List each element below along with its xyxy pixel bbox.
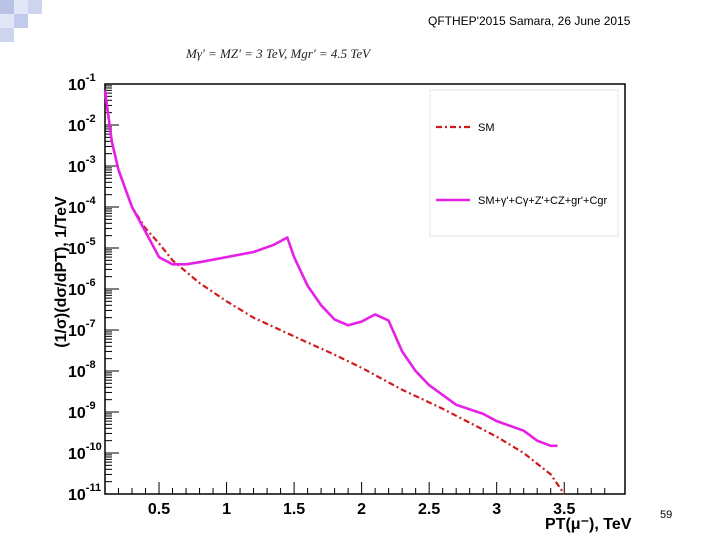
legend-box — [429, 89, 619, 237]
y-tick-exponent: -10 — [86, 441, 102, 453]
y-tick-exponent: -11 — [86, 482, 101, 494]
mass-formula: Mγ' = MZ' = 3 TeV, Mgr' = 4.5 TeV — [186, 46, 371, 61]
legend-label-1: SM+γ'+Cγ+Z'+CZ+gr'+Cgr — [478, 195, 608, 207]
x-tick-label: 1.5 — [283, 501, 305, 518]
x-axis-label: PT(μ⁻), TeV — [545, 516, 632, 533]
y-tick-label: 10-6 — [68, 277, 96, 299]
x-tick-label: 2.5 — [418, 501, 440, 518]
y-tick-label: 10-11 — [68, 482, 101, 504]
series-line-1 — [103, 90, 558, 448]
y-tick-label: 10-1 — [68, 72, 96, 94]
x-tick-label: 0.5 — [148, 501, 170, 518]
y-tick-label: 10-8 — [68, 359, 96, 381]
y-tick-label: 10-5 — [68, 236, 96, 258]
y-tick-exponent: -9 — [86, 400, 96, 412]
y-tick-exponent: -2 — [86, 113, 96, 125]
y-tick-exponent: -6 — [86, 277, 96, 289]
legend-label-0: SM — [478, 122, 495, 134]
slide-page-number: 59 — [660, 509, 673, 521]
y-tick-label: 10-4 — [68, 195, 96, 217]
y-tick-exponent: -8 — [86, 359, 96, 371]
y-tick-label: 10-2 — [68, 113, 96, 135]
y-tick-exponent: -3 — [86, 154, 96, 166]
y-tick-label: 10-3 — [68, 154, 96, 176]
y-tick-label: 10-10 — [68, 441, 102, 463]
y-tick-label: 10-7 — [68, 318, 96, 340]
y-tick-exponent: -1 — [86, 72, 96, 84]
corner-squares-decoration — [0, 0, 42, 42]
y-tick-exponent: -5 — [86, 236, 96, 248]
y-tick-exponent: -7 — [86, 318, 96, 330]
x-tick-label: 3.5 — [553, 501, 575, 518]
y-axis-label: (1/σ)(dσ/dPT), 1/TeV — [53, 196, 70, 348]
x-tick-label: 3 — [492, 501, 501, 518]
x-tick-label: 1 — [222, 501, 231, 518]
x-tick-label: 2 — [357, 501, 366, 518]
y-tick-label: 10-9 — [68, 400, 96, 422]
slide-header: QFTHEP'2015 Samara, 26 June 2015 — [428, 14, 631, 28]
y-tick-exponent: -4 — [86, 195, 97, 207]
